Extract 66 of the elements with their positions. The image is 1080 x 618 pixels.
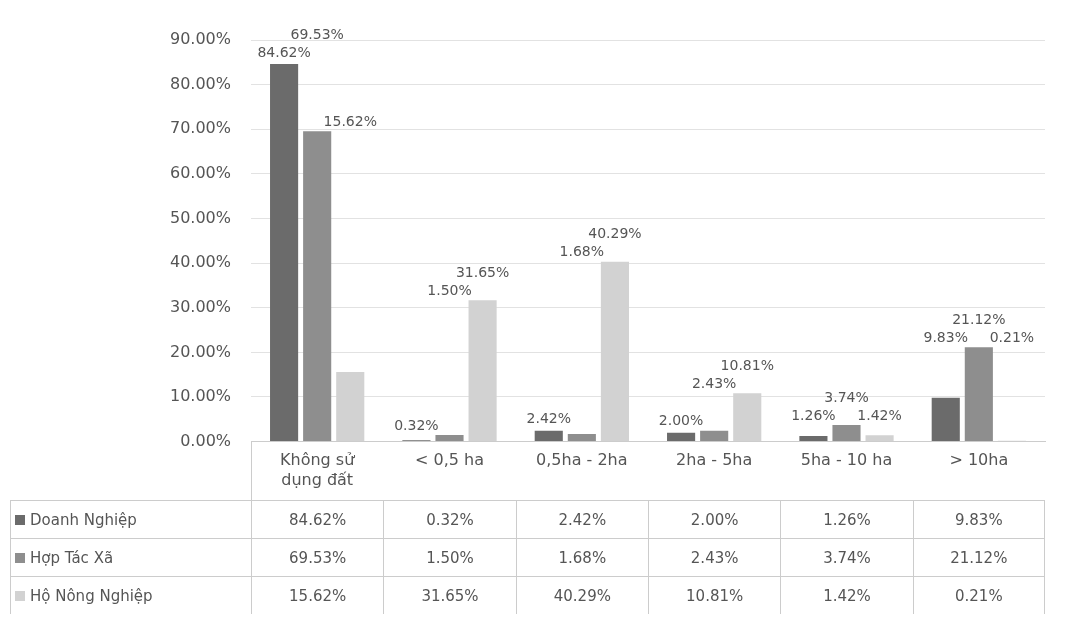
x-tick-label: > 10ha (949, 450, 1009, 470)
y-tick-label: 0.00% (180, 430, 232, 450)
bar (964, 347, 993, 442)
data-label: 2.42% (515, 500, 648, 538)
text: 3.74% (824, 388, 869, 405)
data-label: 2.00% (648, 500, 781, 538)
y-tick-label: 30.00% (169, 296, 232, 316)
text: 9.83% (923, 329, 968, 345)
data-label: 21.12% (912, 538, 1045, 576)
data-label: 3.74% (780, 538, 913, 576)
text: 1.26% (791, 406, 836, 423)
x-tick-label: 5ha - 10 ha (800, 450, 893, 470)
x-tick-label: 0,5ha - 2ha (536, 450, 628, 470)
y-tick-label: 60.00% (169, 163, 232, 183)
y-tick-label: 90.00% (169, 29, 232, 49)
text: 1.50% (427, 282, 472, 299)
data-label: 9.83% (912, 500, 1045, 538)
text: 10.81% (720, 357, 774, 373)
legend-label: Hợp Tác Xã (30, 548, 114, 567)
y-tick-label: 10.00% (169, 386, 232, 406)
y-tick-label: 80.00% (169, 73, 232, 93)
text: 0.32% (394, 416, 439, 433)
data-label: 1.68% (515, 538, 648, 576)
bar (667, 432, 696, 442)
data-label: 0.32% (383, 500, 516, 538)
bar (435, 434, 464, 442)
data-label: 84.62% (251, 500, 384, 538)
text: 2.00% (658, 412, 704, 429)
bar (832, 424, 861, 442)
y-tick-label: 20.00% (169, 341, 232, 361)
data-label: 31.65% (383, 576, 516, 614)
data-label: 40.29% (515, 576, 648, 614)
text: 1.68% (559, 243, 605, 260)
bar (931, 397, 960, 442)
text: 31.65% (455, 264, 510, 281)
x-tick-label: 2ha - 5ha (676, 450, 753, 470)
text: 2.42% (526, 410, 571, 427)
text: 2.43% (691, 375, 737, 391)
bar (799, 435, 828, 442)
text: 0.21% (989, 329, 1035, 345)
bar (303, 131, 332, 442)
data-label: 1.42% (780, 576, 913, 614)
bar (270, 64, 299, 442)
x-tick-label: Không sử dụng đất (280, 450, 356, 489)
data-label: 69.53% (251, 538, 384, 576)
text: 15.62% (323, 112, 377, 129)
text: 1.42% (857, 406, 902, 423)
text: 21.12% (952, 311, 1006, 327)
bar (567, 434, 596, 442)
data-label: 15.62% (251, 576, 384, 614)
x-tick-label: < 0,5 ha (415, 450, 484, 470)
legend-label: Hộ Nông Nghiệp (30, 586, 153, 605)
data-label: 10.81% (648, 576, 781, 614)
data-label: 0.21% (912, 576, 1045, 614)
bar (534, 430, 563, 442)
y-tick-label: 40.00% (169, 252, 232, 272)
data-label: 1.26% (780, 500, 913, 538)
y-tick-label: 50.00% (169, 207, 232, 227)
bar (700, 430, 729, 442)
legend-label: Doanh Nghiệp (30, 510, 137, 529)
y-tick-label: 70.00% (169, 118, 232, 138)
data-label: 2.43% (648, 538, 781, 576)
text: 69.53% (290, 25, 344, 42)
data-label: 1.50% (383, 538, 516, 576)
text: 84.62% (257, 43, 311, 60)
text: 40.29% (588, 225, 642, 242)
